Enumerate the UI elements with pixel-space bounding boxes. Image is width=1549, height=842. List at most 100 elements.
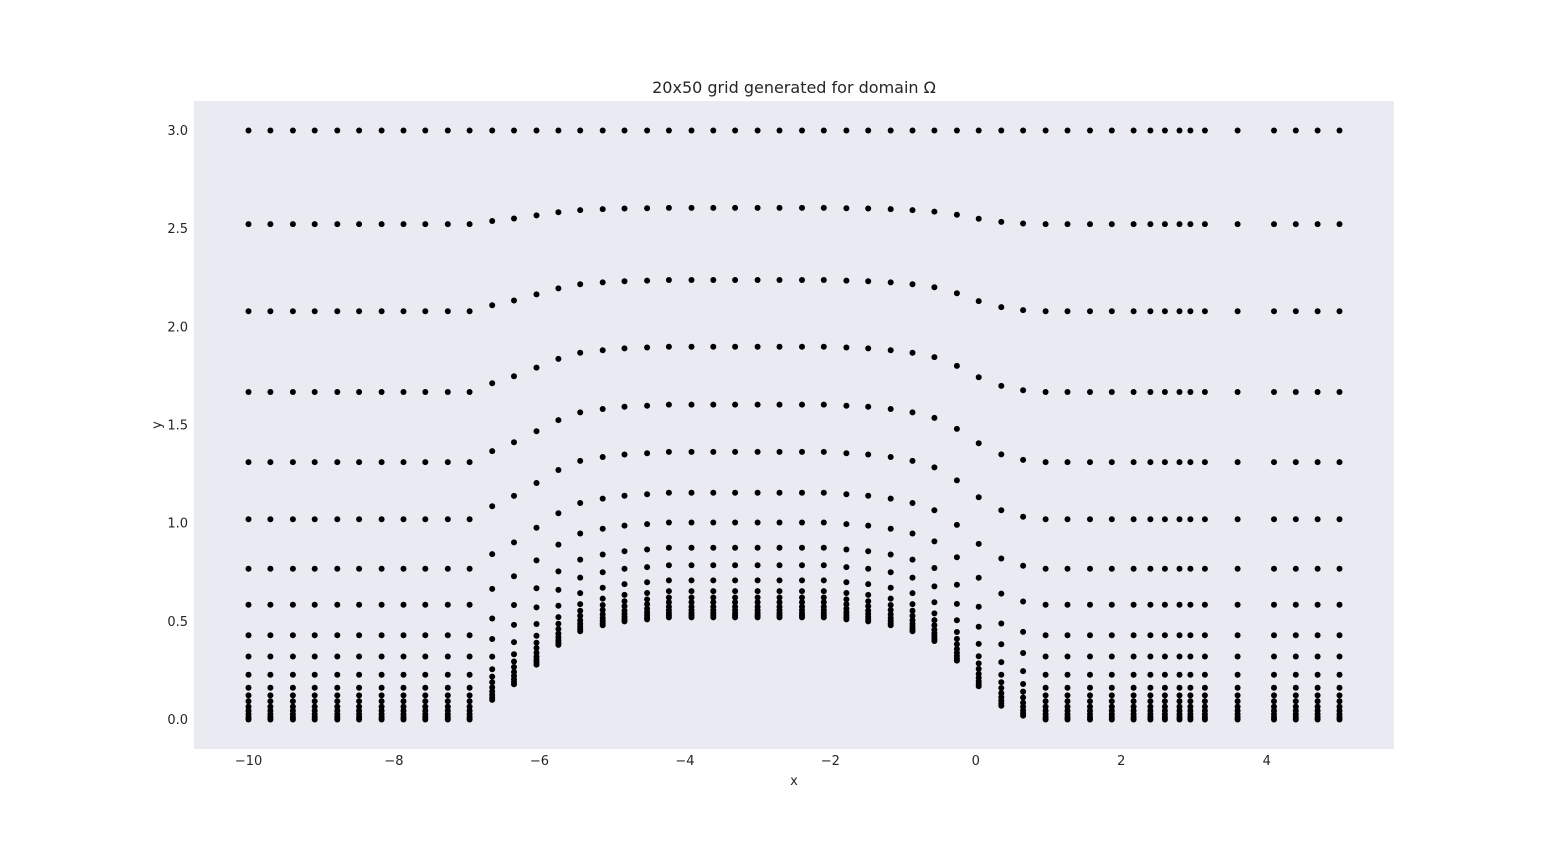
grid-point: [577, 601, 584, 608]
grid-point: [245, 389, 252, 395]
grid-point: [931, 464, 938, 471]
grid-point: [489, 380, 496, 387]
grid-point: [732, 127, 739, 134]
grid-point: [953, 600, 960, 607]
grid-point: [599, 525, 606, 532]
grid-point: [311, 692, 318, 699]
grid-point: [1271, 516, 1277, 523]
grid-point: [665, 577, 672, 584]
grid-point: [975, 670, 982, 677]
grid-point: [555, 568, 562, 575]
grid-point: [1161, 565, 1168, 572]
grid-point: [1292, 308, 1299, 315]
grid-point: [245, 127, 252, 134]
grid-point: [953, 425, 960, 432]
x-tick-label: −8: [384, 754, 403, 769]
y-tick-label: 0.0: [167, 713, 188, 728]
grid-point: [931, 127, 938, 134]
grid-point: [334, 684, 341, 691]
grid-point: [1042, 516, 1049, 523]
grid-point: [1234, 684, 1241, 691]
grid-point: [820, 603, 827, 610]
grid-point: [1161, 516, 1168, 523]
grid-point: [1176, 459, 1183, 466]
grid-point: [1292, 459, 1299, 466]
grid-point: [621, 522, 628, 529]
grid-point: [1087, 516, 1093, 523]
grid-point: [267, 221, 274, 228]
grid-point: [289, 601, 296, 608]
grid-point: [732, 277, 739, 283]
x-tick-label: −6: [530, 754, 549, 769]
grid-point: [887, 127, 894, 134]
grid-point: [1042, 703, 1049, 710]
grid-point: [887, 206, 894, 213]
grid-point: [732, 588, 739, 595]
grid-point: [931, 565, 938, 571]
grid-point: [688, 277, 695, 283]
grid-point: [422, 698, 429, 705]
grid-point: [621, 403, 628, 410]
grid-point: [1336, 707, 1343, 714]
grid-point: [953, 641, 960, 648]
grid-point: [1292, 632, 1299, 639]
grid-point: [710, 204, 717, 211]
grid-point: [665, 603, 672, 610]
grid-point: [511, 621, 517, 628]
grid-point: [577, 556, 584, 563]
grid-point: [1292, 671, 1299, 678]
grid-point: [820, 577, 827, 584]
grid-point: [931, 599, 938, 606]
grid-point: [644, 205, 651, 212]
grid-point: [1108, 632, 1115, 639]
grid-point: [732, 562, 739, 569]
grid-point: [1161, 601, 1168, 608]
grid-point: [555, 467, 562, 473]
grid-point: [1064, 707, 1071, 714]
grid-point: [311, 221, 318, 228]
grid-point: [555, 602, 562, 609]
grid-point: [1271, 703, 1277, 710]
grid-point: [489, 615, 496, 622]
grid-point: [1201, 601, 1208, 608]
grid-point: [776, 562, 783, 569]
grid-point: [533, 364, 540, 371]
grid-point: [998, 127, 1005, 134]
grid-point: [953, 581, 960, 588]
grid-point: [1108, 707, 1115, 714]
grid-point: [931, 284, 938, 291]
grid-point: [1042, 653, 1049, 660]
grid-point: [953, 127, 960, 134]
grid-point: [865, 581, 872, 588]
grid-point: [311, 653, 318, 660]
grid-point: [799, 599, 805, 606]
grid-point: [599, 602, 606, 608]
grid-point: [289, 684, 296, 691]
grid-point: [887, 454, 894, 460]
grid-point: [1201, 127, 1208, 134]
grid-point: [577, 590, 584, 597]
grid-point: [1314, 565, 1321, 572]
grid-point: [1064, 459, 1071, 466]
grid-point: [356, 653, 363, 660]
grid-point: [311, 703, 318, 710]
grid-point: [776, 588, 783, 595]
y-tick-label: 0.5: [167, 615, 188, 630]
grid-point: [511, 492, 517, 499]
grid-point: [1064, 516, 1071, 523]
grid-point: [1161, 707, 1168, 714]
grid-point: [356, 707, 363, 714]
grid-point: [599, 595, 606, 602]
grid-point: [975, 215, 982, 222]
grid-point: [289, 565, 296, 572]
grid-point: [799, 519, 805, 526]
grid-point: [1042, 459, 1049, 466]
grid-point: [1108, 565, 1115, 572]
y-tick-label: 1.5: [167, 419, 188, 434]
grid-point: [1020, 562, 1027, 569]
grid-point: [1187, 707, 1194, 714]
x-tick-label: −2: [821, 754, 840, 769]
grid-point: [289, 671, 296, 678]
grid-point: [1020, 220, 1027, 227]
grid-point: [776, 599, 783, 606]
